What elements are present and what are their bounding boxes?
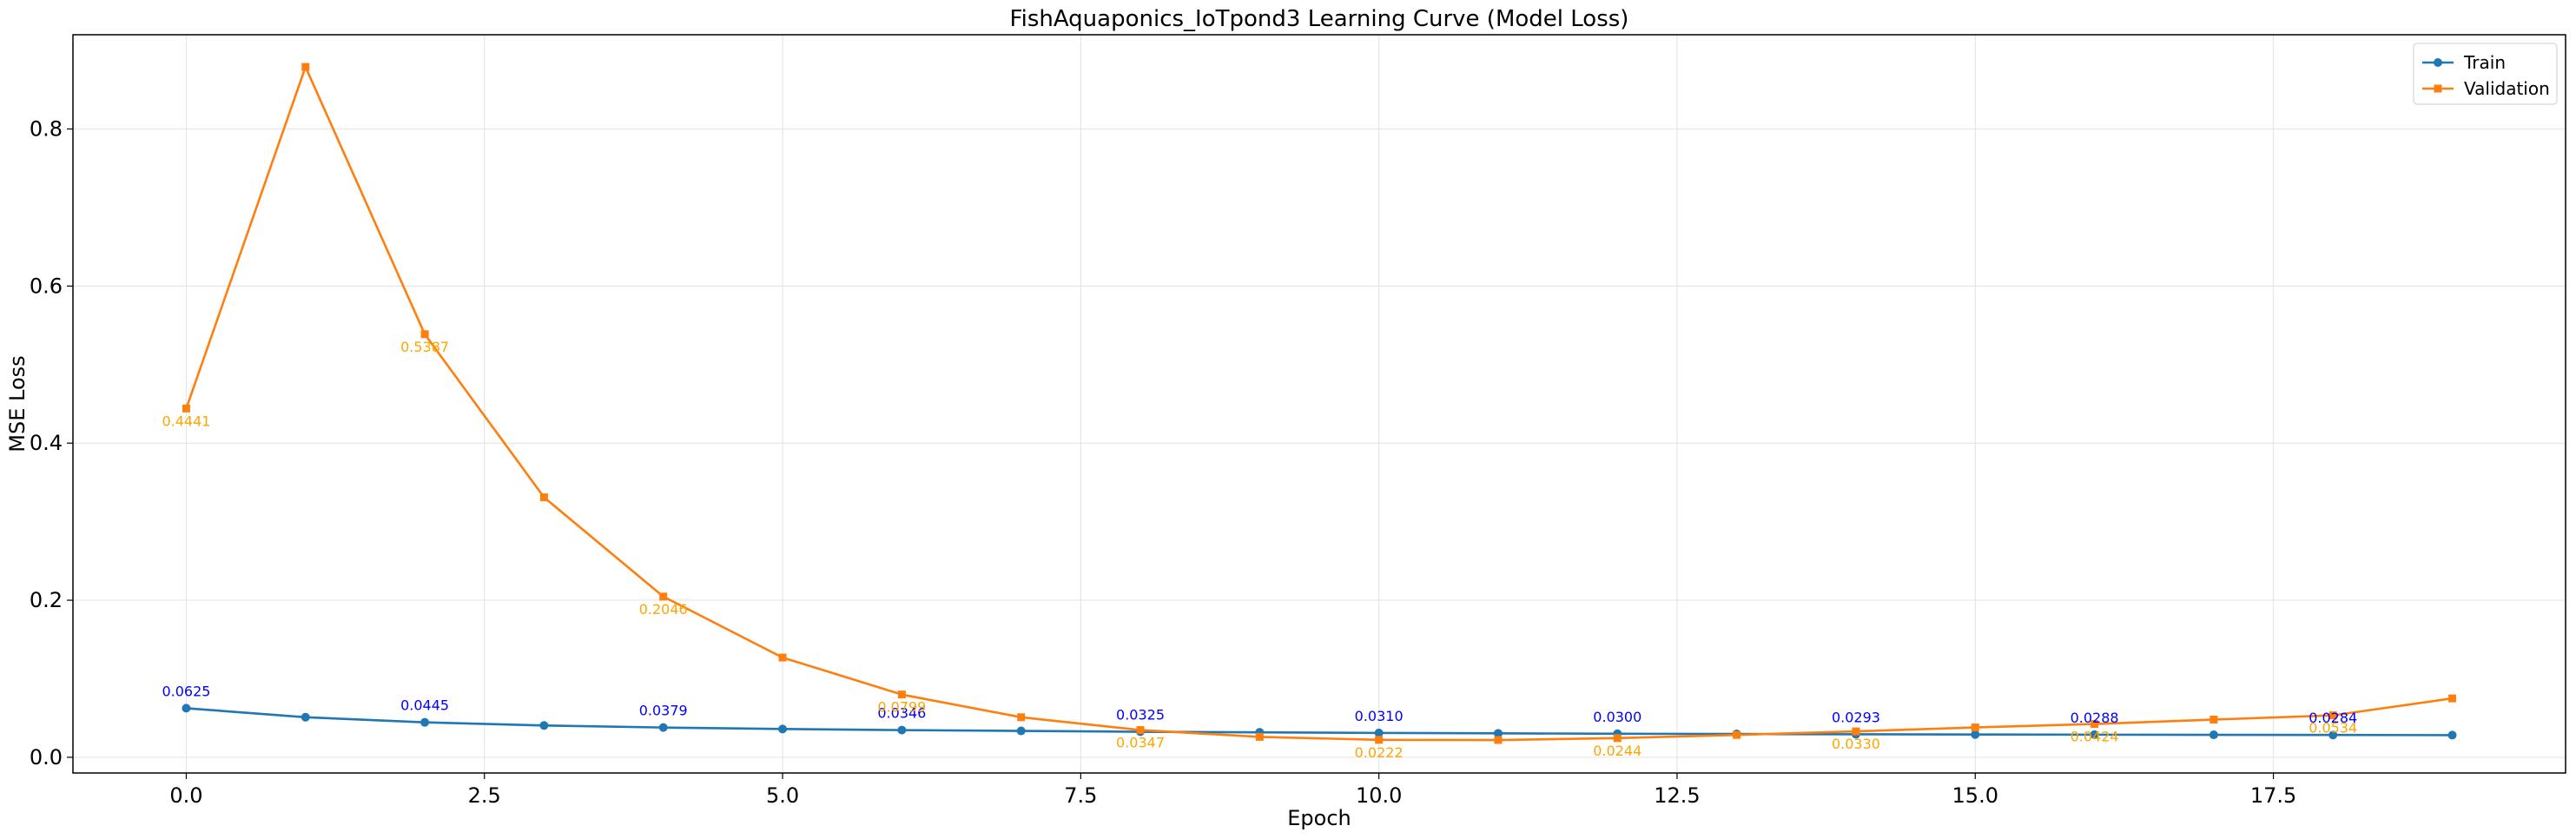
train-point xyxy=(182,704,191,713)
validation-point xyxy=(420,330,429,339)
train-data-label: 0.0284 xyxy=(2308,710,2357,726)
grid xyxy=(73,35,2566,773)
validation-data-label: 0.0799 xyxy=(877,699,926,716)
x-tick-label: 0.0 xyxy=(169,783,202,808)
legend: Train Validation xyxy=(2413,43,2558,105)
validation-point xyxy=(2209,716,2218,724)
train-data-label: 0.0346 xyxy=(877,705,926,722)
train-legend-marker xyxy=(2434,58,2442,67)
validation-data-label: 0.0534 xyxy=(2308,720,2357,737)
series-lines xyxy=(182,63,2457,744)
validation-data-label: 0.5387 xyxy=(400,339,449,355)
train-point xyxy=(1374,728,1384,737)
validation-point xyxy=(1017,713,1026,722)
validation-data-label: 0.4441 xyxy=(162,413,210,429)
y-tick-label: 0.4 xyxy=(30,431,63,455)
train-point xyxy=(2328,730,2338,740)
x-tick-label: 15.0 xyxy=(1952,783,1998,808)
validation-point xyxy=(1613,734,1622,743)
validation-point xyxy=(1375,736,1384,744)
train-point xyxy=(301,712,310,722)
train-point xyxy=(1971,730,1980,739)
x-tick-label: 7.5 xyxy=(1064,783,1097,808)
validation-point xyxy=(2091,720,2099,729)
axis-ticks: 0.0 2.5 5.0 7.5 10.0 12.5 15.0 17.5 0.0 0.2 0.4 0.6… xyxy=(30,117,2296,808)
validation-point xyxy=(2448,694,2457,703)
train-point xyxy=(2090,730,2099,739)
train-series-line xyxy=(186,707,2453,737)
x-axis-label: Epoch xyxy=(1287,806,1351,830)
validation-point xyxy=(301,63,310,71)
x-tick-label: 5.0 xyxy=(766,783,799,808)
x-tick-label: 2.5 xyxy=(468,783,501,808)
train-data-label: 0.0300 xyxy=(1593,709,1641,725)
validation-legend-marker xyxy=(2434,84,2442,93)
train-point xyxy=(658,723,668,732)
y-tick-label: 0.6 xyxy=(30,274,63,298)
validation-point xyxy=(1733,730,1741,739)
validation-point xyxy=(182,404,190,413)
x-tick-label: 17.5 xyxy=(2250,783,2296,808)
train-point xyxy=(2209,730,2218,740)
train-point xyxy=(1016,726,1026,736)
y-tick-label: 0.2 xyxy=(30,588,63,612)
train-point xyxy=(1493,729,1503,738)
validation-point xyxy=(1852,727,1860,736)
train-point xyxy=(897,725,907,735)
chart-title: FishAquaponics_IoTpond3 Learning Curve (… xyxy=(1010,6,1629,32)
validation-point xyxy=(897,690,906,699)
train-point xyxy=(539,721,549,730)
validation-point xyxy=(539,493,548,502)
x-tick-label: 12.5 xyxy=(1654,783,1700,808)
train-point xyxy=(420,717,430,727)
validation-point xyxy=(1255,732,1264,741)
validation-point xyxy=(1971,723,1979,732)
plot-frame xyxy=(72,34,2566,774)
train-data-label: 0.0310 xyxy=(1355,708,1404,724)
train-point xyxy=(778,724,788,734)
train-data-label: 0.0325 xyxy=(1116,707,1165,723)
y-tick-label: 0.8 xyxy=(30,117,63,142)
validation-data-label: 0.0424 xyxy=(2071,729,2119,745)
validation-point xyxy=(1136,726,1145,735)
train-legend-label: Train xyxy=(2463,52,2506,73)
validation-data-label: 0.0244 xyxy=(1593,743,1641,759)
train-data-label: 0.0625 xyxy=(162,683,210,699)
train-data-label: 0.0288 xyxy=(2071,710,2119,726)
train-data-label: 0.0445 xyxy=(400,697,449,714)
validation-data-label: 0.0330 xyxy=(1832,736,1880,752)
validation-point xyxy=(659,592,668,601)
validation-legend-label: Validation xyxy=(2464,78,2550,99)
train-data-label: 0.0379 xyxy=(639,703,688,719)
data-labels: 0.0625 0.0445 0.0379 0.0346 0.0325 0.0310 0.03… xyxy=(162,339,2357,761)
y-axis-label: MSE Loss xyxy=(5,355,30,452)
validation-data-label: 0.0347 xyxy=(1116,735,1165,751)
validation-data-label: 0.2046 xyxy=(639,601,688,618)
y-tick-label: 0.0 xyxy=(30,745,63,770)
validation-series-line xyxy=(185,65,2453,742)
validation-point xyxy=(778,653,787,662)
validation-point xyxy=(2328,711,2337,720)
train-point xyxy=(2447,730,2457,740)
validation-data-label: 0.0222 xyxy=(1355,744,1404,761)
x-tick-label: 10.0 xyxy=(1356,783,1402,808)
validation-point xyxy=(1494,736,1503,744)
train-data-label: 0.0293 xyxy=(1832,709,1880,725)
